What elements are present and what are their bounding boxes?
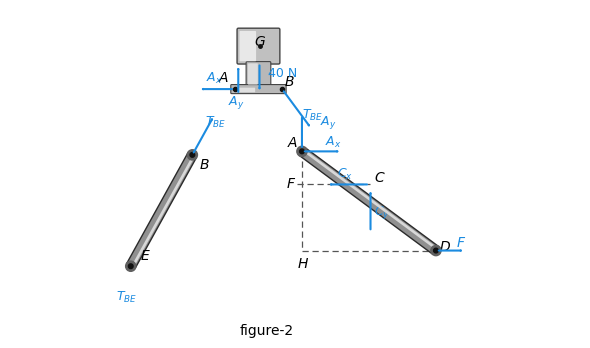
Text: B: B [285,75,294,89]
Text: F: F [286,177,294,191]
Text: E: E [140,249,149,263]
Text: H: H [297,257,308,271]
Text: C: C [374,171,384,185]
Text: $A_y$: $A_y$ [320,114,336,132]
Circle shape [187,150,198,160]
Text: figure-2: figure-2 [240,324,294,338]
Text: 40 N: 40 N [268,68,297,80]
Text: B: B [200,158,209,172]
FancyBboxPatch shape [237,28,280,64]
FancyBboxPatch shape [246,62,271,86]
Polygon shape [126,152,196,269]
Text: $C_x$: $C_x$ [337,167,353,182]
FancyBboxPatch shape [240,31,256,61]
FancyBboxPatch shape [248,63,258,85]
Text: $A_x$: $A_x$ [324,135,341,150]
Polygon shape [131,155,195,268]
Text: A: A [287,136,297,150]
FancyBboxPatch shape [231,85,286,94]
Text: $T_{BE}$: $T_{BE}$ [205,115,226,130]
Polygon shape [302,149,438,250]
Circle shape [297,146,307,157]
Circle shape [300,149,304,154]
Text: $C_y$: $C_y$ [374,204,390,221]
FancyBboxPatch shape [233,88,255,92]
Circle shape [190,152,195,157]
Text: $A_x$: $A_x$ [206,71,222,86]
Circle shape [126,261,136,271]
Polygon shape [299,148,439,254]
Circle shape [431,245,441,256]
Circle shape [434,248,438,253]
Text: $A_y$: $A_y$ [228,94,244,111]
Text: F: F [457,236,465,250]
Text: G: G [255,35,266,49]
Circle shape [129,264,133,269]
Text: D: D [440,240,450,254]
Text: $T_{BE}$: $T_{BE}$ [116,290,137,306]
Text: $T_{BE}$: $T_{BE}$ [302,108,323,123]
Text: A: A [219,71,228,85]
